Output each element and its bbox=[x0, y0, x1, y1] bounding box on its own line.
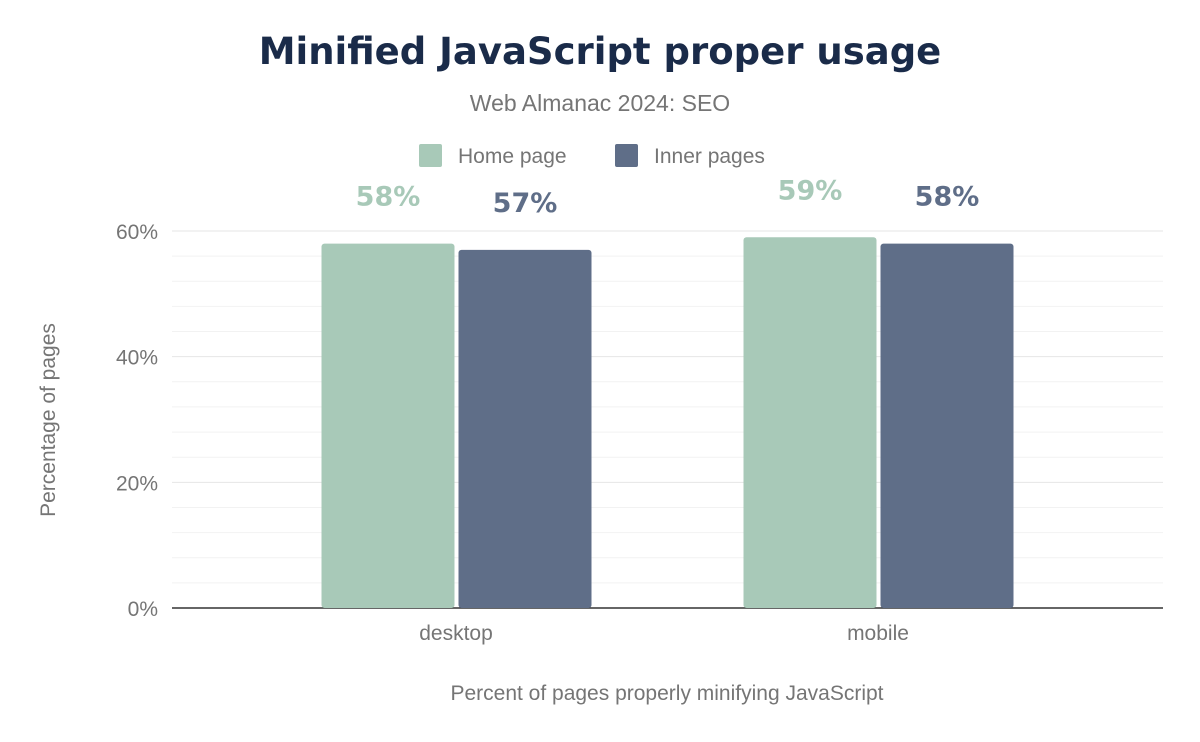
y-tick-label: 60% bbox=[116, 221, 158, 244]
chart-title: Minified JavaScript proper usage bbox=[258, 30, 942, 73]
y-axis-title: Percentage of pages bbox=[37, 323, 60, 517]
data-label: 59% bbox=[778, 175, 843, 206]
x-axis-title: Percent of pages properly minifying Java… bbox=[450, 682, 883, 705]
legend-label: Home page bbox=[458, 145, 567, 168]
x-tick-label: mobile bbox=[847, 622, 909, 645]
bar-home-page-desktop bbox=[321, 243, 455, 609]
legend-swatch-0 bbox=[419, 144, 442, 167]
y-tick-label: 40% bbox=[116, 347, 158, 370]
y-tick-label: 0% bbox=[128, 598, 158, 621]
chart-subtitle: Web Almanac 2024: SEO bbox=[469, 90, 731, 116]
bar-inner-pages-mobile bbox=[880, 243, 1014, 609]
data-label: 58% bbox=[915, 182, 980, 213]
y-tick-label: 20% bbox=[116, 472, 158, 495]
data-label: 58% bbox=[356, 182, 421, 213]
bar-home-page-mobile bbox=[743, 237, 877, 609]
legend-label: Inner pages bbox=[654, 145, 765, 168]
x-tick-label: desktop bbox=[419, 622, 493, 645]
legend-swatch-1 bbox=[615, 144, 638, 167]
bar-inner-pages-desktop bbox=[458, 249, 592, 608]
data-label: 57% bbox=[493, 188, 558, 219]
